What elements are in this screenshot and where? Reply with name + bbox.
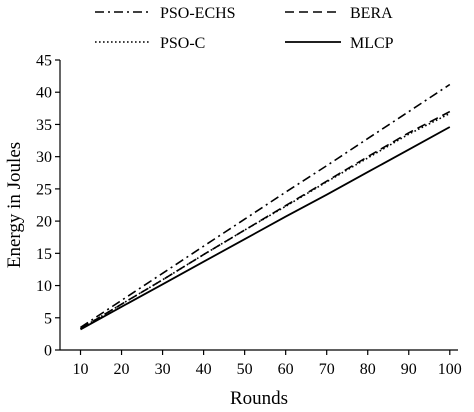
x-tick-label: 10 — [73, 361, 89, 378]
legend-label-pso-c: PSO-C — [160, 35, 205, 52]
y-tick-label: 15 — [36, 246, 52, 263]
x-tick-label: 40 — [196, 361, 212, 378]
x-tick-label: 80 — [360, 361, 376, 378]
y-tick-label: 0 — [44, 343, 52, 360]
legend-label-bera: BERA — [350, 5, 393, 22]
y-tick-label: 45 — [36, 53, 52, 70]
y-tick-label: 40 — [36, 85, 52, 102]
series-lines — [80, 83, 451, 331]
x-tick-label: 30 — [155, 361, 171, 378]
x-tick-label: 70 — [319, 361, 335, 378]
series-line-bera — [80, 110, 451, 330]
legend: PSO-ECHS BERA PSO-C MLCP — [95, 5, 394, 52]
y-tick-label: 5 — [44, 310, 52, 327]
y-tick-label: 20 — [36, 214, 52, 231]
y-axis-title: Energy in Joules — [4, 142, 25, 268]
x-tick-label: 60 — [278, 361, 294, 378]
series-line-pso-c — [80, 112, 451, 330]
y-axis-ticks: 0 5 10 15 20 25 30 35 40 45 — [36, 53, 60, 360]
x-tick-label: 90 — [401, 361, 417, 378]
x-tick-label: 20 — [114, 361, 130, 378]
y-tick-label: 35 — [36, 117, 52, 134]
x-tick-label: 50 — [237, 361, 253, 378]
y-tick-label: 10 — [36, 278, 52, 295]
legend-label-mlcp: MLCP — [350, 35, 394, 52]
x-tick-label: 100 — [438, 361, 462, 378]
series-line-mlcp — [80, 126, 451, 331]
x-axis-title: Rounds — [230, 388, 288, 409]
y-tick-label: 25 — [36, 181, 52, 198]
axes — [59, 60, 458, 351]
series-line-pso-echs — [80, 83, 451, 329]
y-tick-label: 30 — [36, 149, 52, 166]
legend-label-pso-echs: PSO-ECHS — [160, 5, 236, 22]
x-axis-ticks: 10 20 30 40 50 60 70 80 90 100 — [73, 350, 462, 378]
